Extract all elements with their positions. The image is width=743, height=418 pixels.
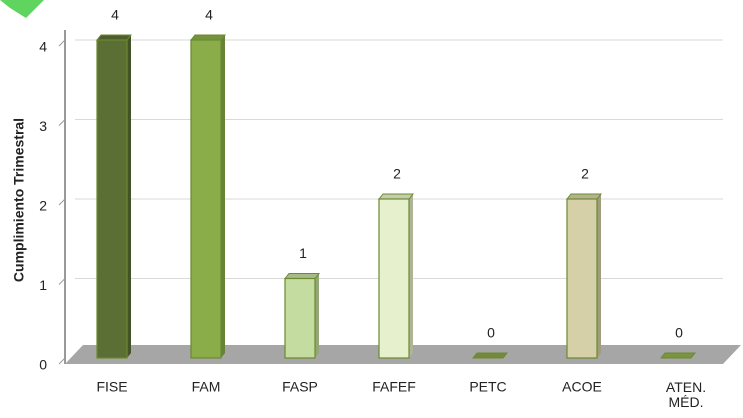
bar-top	[95, 34, 133, 41]
bar-top	[283, 273, 321, 279]
bar	[190, 39, 222, 359]
y-tick	[58, 278, 66, 285]
bar-top	[471, 352, 509, 359]
corner-icon	[0, 0, 44, 18]
x-tick-label: ACOE	[562, 379, 602, 395]
y-tick	[58, 357, 66, 365]
x-tick-label: ATEN. MÉD.	[666, 379, 706, 410]
x-tick-label: FISE	[96, 379, 127, 395]
y-tick	[58, 39, 66, 47]
y-tick-label: 4	[39, 39, 47, 55]
y-tick-label: 3	[39, 118, 47, 134]
y-tick-label: 2	[39, 198, 47, 214]
value-label: 4	[205, 7, 213, 23]
x-tick-label: PETC	[469, 379, 506, 395]
y-tick-label: 0	[39, 357, 47, 373]
bar	[96, 39, 128, 359]
value-label: 1	[299, 245, 307, 261]
bar-top	[565, 193, 603, 200]
bar	[284, 277, 316, 359]
bar-side	[127, 35, 131, 358]
bar-side	[597, 194, 601, 358]
bar-side	[409, 194, 413, 358]
value-label: 2	[581, 166, 589, 182]
y-tick-label: 1	[39, 277, 47, 293]
value-label: 0	[487, 325, 495, 341]
value-label: 4	[111, 7, 119, 23]
bar	[378, 198, 410, 359]
x-tick-label: FAM	[192, 379, 221, 395]
bar	[566, 198, 598, 359]
y-tick	[58, 198, 66, 206]
value-label: 0	[675, 325, 683, 341]
bar-top	[377, 193, 415, 200]
y-axis-title: Cumplimiento Trimestral	[11, 118, 27, 282]
value-label: 2	[393, 166, 401, 182]
bar-side	[315, 273, 319, 358]
x-tick-label: FASP	[282, 379, 318, 395]
x-tick-label: FAFEF	[372, 379, 416, 395]
bar-side	[221, 35, 225, 358]
bar-top	[189, 34, 227, 41]
y-tick	[58, 119, 66, 126]
bar-top	[659, 352, 697, 359]
